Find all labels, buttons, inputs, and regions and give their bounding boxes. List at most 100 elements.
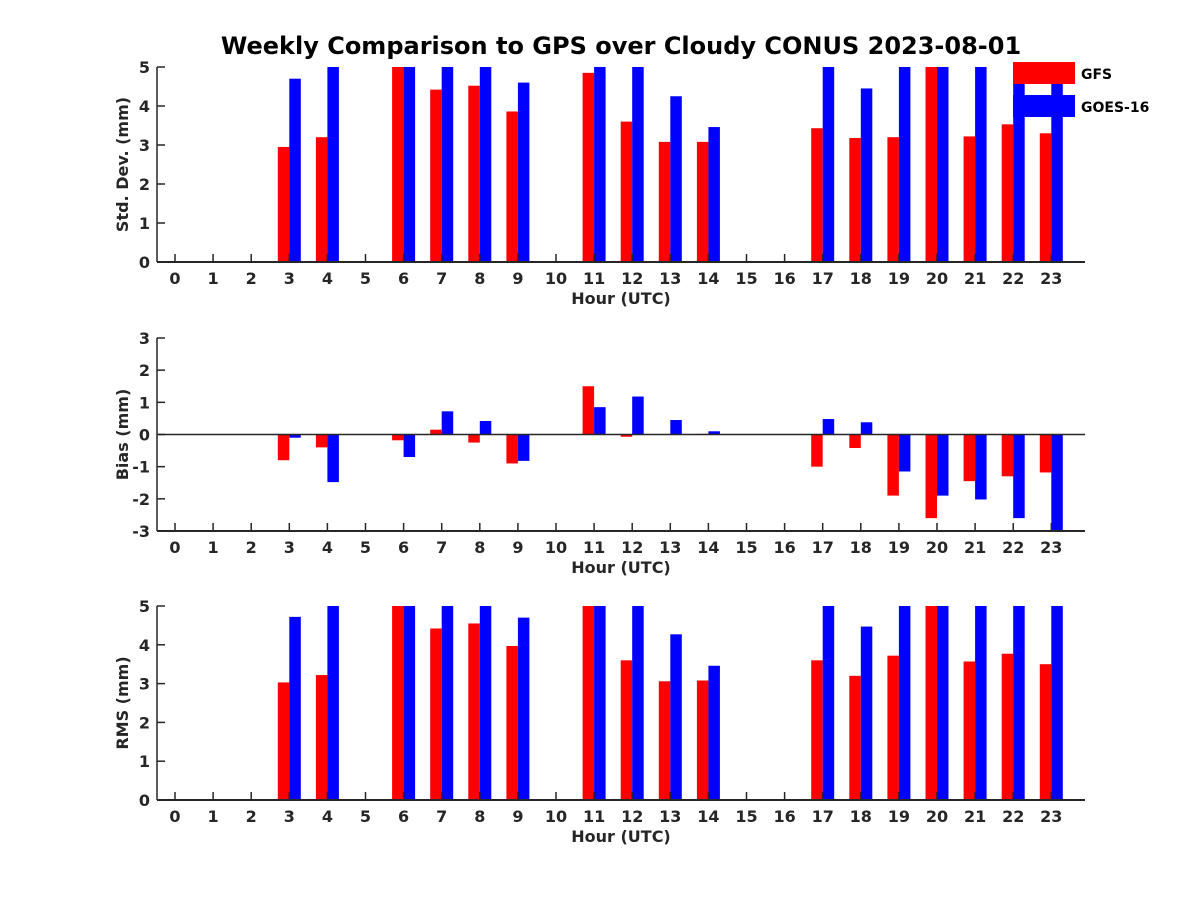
bias-xtick-label: 13 [659,538,681,557]
rms-bar-gfs-9 [506,645,518,800]
std-dev-bar-goes16-6 [403,67,416,262]
std-dev-bar-gfs-18 [849,137,861,262]
std-dev-ytick-label: 4 [139,97,150,116]
legend-swatch-gfs [1013,62,1075,84]
bias-xtick-label: 10 [545,538,567,557]
rms-bar-gfs-20 [925,606,937,800]
bias-xtick-label: 18 [850,538,872,557]
std-dev-xtick-label: 10 [545,269,567,288]
std-dev-bar-goes16-3 [289,78,301,262]
rms-xtick-label: 7 [436,807,447,826]
std-dev-bar-gfs-13 [658,141,671,262]
rms-xtick-label: 11 [583,807,605,826]
bias-xtick-label: 4 [322,538,333,557]
std-dev-y-axis-label: Std. Dev. (mm) [113,97,132,232]
bias-x-axis-label: Hour (UTC) [571,558,671,577]
rms-bar-goes16-14 [708,665,720,800]
bias-xtick-label: 8 [474,538,485,557]
bias-bar-goes16-11 [594,407,606,435]
rms-bar-goes16-23 [1051,606,1063,800]
rms-bar-gfs-19 [887,655,899,800]
rms-bar-gfs-3 [277,682,290,800]
std-dev-bar-gfs-23 [1039,133,1052,262]
bias-xtick-label: 15 [735,538,757,557]
bias-bar-goes16-23 [1051,434,1063,531]
rms-bar-goes16-8 [479,606,492,800]
rms-ytick-label: 2 [139,713,150,732]
std-dev-bar-gfs-19 [887,137,899,262]
std-dev-bar-goes16-21 [975,67,987,262]
rms-xtick-label: 23 [1040,807,1062,826]
bias-xtick-label: 2 [246,538,257,557]
std-dev-xtick-label: 11 [583,269,605,288]
std-dev-bar-gfs-21 [963,136,976,262]
bias-bar-goes16-21 [975,434,987,500]
bias-bar-goes16-18 [860,422,873,435]
std-dev-xtick-label: 2 [246,269,257,288]
rms-bar-goes16-6 [403,606,416,800]
std-dev-xtick-label: 7 [436,269,447,288]
std-dev-bar-gfs-14 [696,141,709,262]
std-dev-bar-goes16-22 [1013,67,1025,262]
std-dev-bar-gfs-8 [468,85,480,262]
rms-bar-gfs-23 [1039,664,1052,800]
std-dev-bar-gfs-9 [506,111,518,263]
std-dev-bar-gfs-7 [430,89,442,263]
bias-bar-goes16-9 [517,434,530,461]
std-dev-bar-goes16-20 [937,67,949,262]
bias-bar-gfs-11 [582,386,595,435]
bias-bar-gfs-9 [506,434,518,464]
bias-bar-goes16-22 [1013,434,1025,519]
std-dev-bar-goes16-23 [1051,67,1063,262]
bias-xtick-label: 19 [888,538,910,557]
bias-bar-gfs-20 [925,434,937,519]
std-dev-bar-goes16-9 [517,82,530,262]
bias-ytick-label: 0 [139,426,150,445]
bias-xtick-label: 0 [169,538,180,557]
rms-xtick-label: 18 [850,807,872,826]
bias-xtick-label: 14 [697,538,719,557]
std-dev-xtick-label: 4 [322,269,333,288]
std-dev-ytick-label: 0 [139,253,150,272]
bias-xtick-label: 3 [284,538,295,557]
bias-xtick-label: 1 [208,538,219,557]
std-dev-x-axis-label: Hour (UTC) [571,289,671,308]
std-dev-xtick-label: 6 [398,269,409,288]
std-dev-xtick-label: 5 [360,269,371,288]
std-dev-ytick-label: 5 [139,58,150,77]
bias-bar-goes16-4 [327,434,339,483]
bias-bar-goes16-20 [937,434,949,496]
std-dev-bar-goes16-19 [898,67,911,262]
bias-ytick-label: -2 [132,490,150,509]
rms-bar-goes16-4 [327,606,339,800]
rms-ytick-label: 0 [139,791,150,810]
rms-x-axis-label: Hour (UTC) [571,827,671,846]
rms-xtick-label: 22 [1002,807,1024,826]
bias-xtick-label: 5 [360,538,371,557]
bias-xtick-label: 12 [621,538,643,557]
rms-xtick-label: 10 [545,807,567,826]
bias-bar-goes16-6 [403,434,416,458]
std-dev-bar-gfs-22 [1001,124,1014,262]
legend: GFS GOES-16 [1013,62,1149,117]
rms-bar-gfs-14 [696,680,709,800]
std-dev-xtick-label: 1 [208,269,219,288]
rms-bar-gfs-21 [963,661,976,800]
bias-bar-goes16-8 [479,420,492,435]
std-dev-xtick-label: 15 [735,269,757,288]
rms-bar-gfs-6 [392,606,404,800]
rms-xtick-label: 1 [208,807,219,826]
bias-bar-gfs-21 [963,434,976,482]
bias-xtick-label: 9 [512,538,523,557]
rms-bar-gfs-8 [468,623,480,800]
rms-bar-gfs-11 [582,606,595,800]
bias-ytick-label: 2 [139,361,150,380]
bias-bar-goes16-13 [670,420,682,435]
bias-bar-goes16-12 [632,396,644,435]
bias-xtick-label: 22 [1002,538,1024,557]
std-dev-xtick-label: 22 [1002,269,1024,288]
std-dev-xtick-label: 21 [964,269,986,288]
